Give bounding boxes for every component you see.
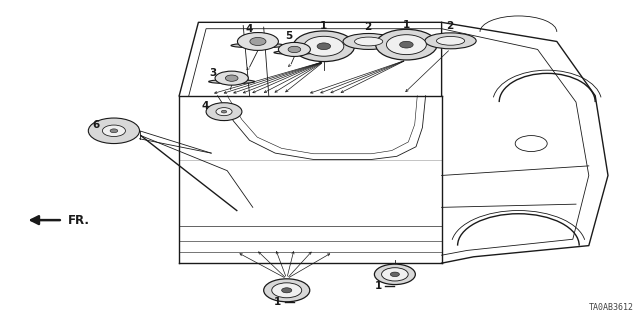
Text: 4: 4 [246, 24, 253, 34]
Text: TA0AB3612: TA0AB3612 [589, 303, 634, 312]
Text: 1: 1 [320, 21, 328, 31]
Text: 2: 2 [364, 22, 371, 32]
Ellipse shape [231, 43, 285, 48]
Circle shape [88, 118, 140, 144]
Circle shape [390, 272, 399, 277]
Text: 6: 6 [92, 120, 100, 130]
Ellipse shape [436, 36, 465, 45]
Circle shape [225, 75, 238, 81]
Circle shape [264, 279, 310, 302]
Circle shape [250, 37, 266, 46]
Circle shape [376, 29, 437, 60]
Ellipse shape [425, 33, 476, 49]
Ellipse shape [274, 51, 315, 54]
Circle shape [110, 129, 118, 133]
Circle shape [206, 103, 242, 121]
Circle shape [374, 264, 415, 285]
Circle shape [272, 283, 301, 298]
Circle shape [102, 125, 125, 137]
Text: 5: 5 [285, 31, 293, 41]
Ellipse shape [278, 42, 310, 56]
Circle shape [221, 110, 227, 113]
Text: 1: 1 [403, 20, 410, 30]
Ellipse shape [343, 33, 394, 49]
Ellipse shape [237, 33, 278, 50]
Circle shape [293, 31, 355, 62]
Text: 2: 2 [446, 21, 454, 32]
Text: 4: 4 [201, 101, 209, 111]
Circle shape [282, 288, 292, 293]
Circle shape [304, 36, 344, 56]
Circle shape [387, 35, 426, 55]
Ellipse shape [209, 80, 255, 84]
Circle shape [317, 43, 331, 50]
Text: 1: 1 [375, 280, 383, 291]
Circle shape [288, 46, 301, 53]
Text: 1: 1 [274, 297, 282, 308]
Ellipse shape [355, 37, 383, 46]
Circle shape [399, 41, 413, 48]
Circle shape [216, 108, 232, 116]
Ellipse shape [215, 71, 248, 85]
Text: FR.: FR. [68, 214, 90, 226]
Text: 3: 3 [209, 68, 217, 78]
Circle shape [381, 268, 408, 281]
